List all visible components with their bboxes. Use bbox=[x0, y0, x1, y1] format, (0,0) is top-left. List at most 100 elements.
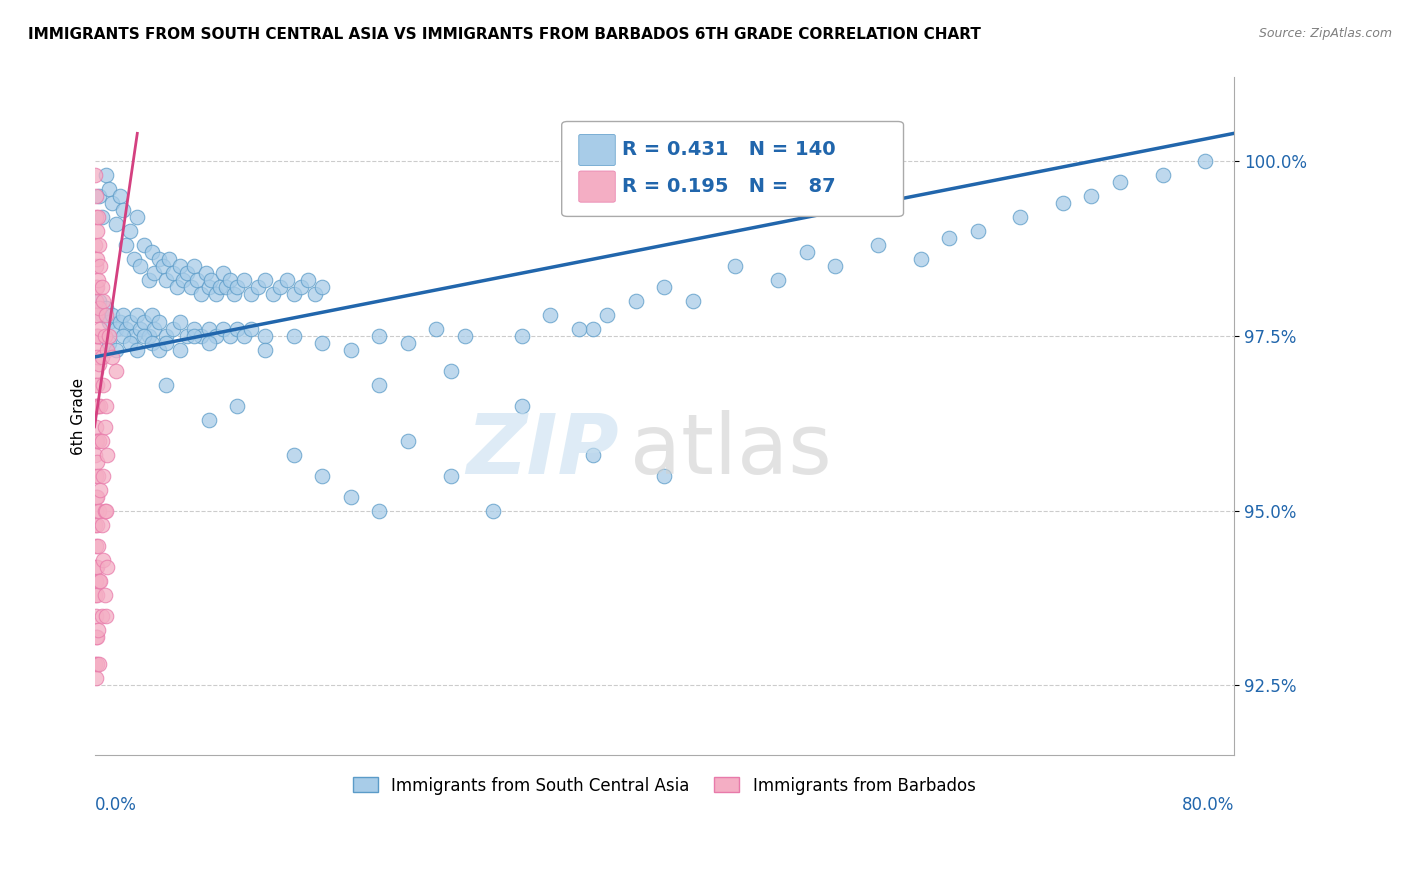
Point bbox=[115, 322, 138, 336]
Text: IMMIGRANTS FROM SOUTH CENTRAL ASIA VS IMMIGRANTS FROM BARBADOS 6TH GRADE CORRELA: IMMIGRANTS FROM SOUTH CENTRAL ASIA VS IM… bbox=[28, 27, 981, 42]
Point bbox=[84, 468, 107, 483]
Point bbox=[96, 343, 118, 357]
Point bbox=[155, 273, 177, 287]
Point bbox=[226, 322, 249, 336]
Point bbox=[84, 308, 107, 322]
Point bbox=[176, 266, 198, 280]
Point bbox=[108, 315, 131, 329]
Point bbox=[96, 448, 118, 462]
Point bbox=[124, 329, 146, 343]
Point bbox=[176, 329, 198, 343]
Point bbox=[115, 238, 138, 252]
Point bbox=[766, 273, 789, 287]
Point bbox=[276, 273, 298, 287]
Point bbox=[129, 322, 152, 336]
Point bbox=[87, 434, 110, 448]
Point bbox=[84, 399, 107, 413]
Point bbox=[93, 588, 115, 602]
FancyBboxPatch shape bbox=[579, 135, 616, 166]
Point bbox=[97, 336, 120, 351]
Point bbox=[1052, 196, 1074, 211]
Point bbox=[143, 266, 166, 280]
Point bbox=[96, 559, 118, 574]
Point bbox=[104, 364, 127, 378]
Point bbox=[233, 273, 256, 287]
Point bbox=[94, 608, 117, 623]
Point bbox=[84, 189, 107, 203]
Point bbox=[93, 504, 115, 518]
Point bbox=[97, 329, 120, 343]
Point bbox=[233, 329, 256, 343]
Point bbox=[596, 308, 619, 322]
Point bbox=[89, 574, 111, 588]
Point bbox=[396, 336, 419, 351]
Point bbox=[84, 169, 107, 183]
Point bbox=[84, 657, 107, 672]
Point bbox=[211, 322, 233, 336]
Point bbox=[652, 468, 675, 483]
Point bbox=[87, 657, 110, 672]
Point bbox=[84, 448, 107, 462]
Point bbox=[87, 468, 110, 483]
Point bbox=[84, 364, 107, 378]
Point bbox=[108, 189, 131, 203]
Point bbox=[90, 280, 112, 294]
Point bbox=[94, 504, 117, 518]
Point bbox=[86, 434, 108, 448]
Point bbox=[1152, 169, 1174, 183]
Point bbox=[91, 294, 114, 309]
Point bbox=[454, 329, 477, 343]
Point bbox=[86, 517, 108, 532]
Point bbox=[162, 322, 184, 336]
Point bbox=[134, 329, 156, 343]
Point bbox=[87, 273, 110, 287]
Point bbox=[127, 211, 149, 225]
Point bbox=[87, 211, 110, 225]
Point bbox=[311, 468, 333, 483]
Point bbox=[283, 448, 305, 462]
Point bbox=[652, 280, 675, 294]
Point bbox=[197, 413, 219, 427]
Point bbox=[240, 322, 263, 336]
Point bbox=[938, 231, 960, 245]
Point bbox=[582, 322, 605, 336]
Point bbox=[439, 364, 461, 378]
Point bbox=[866, 238, 889, 252]
Point bbox=[90, 434, 112, 448]
Text: atlas: atlas bbox=[630, 409, 832, 491]
Point bbox=[183, 259, 205, 273]
Point bbox=[510, 329, 533, 343]
Point bbox=[112, 329, 135, 343]
Point bbox=[155, 336, 177, 351]
Point bbox=[84, 420, 107, 434]
Point bbox=[84, 630, 107, 644]
Text: ZIP: ZIP bbox=[465, 409, 619, 491]
Point bbox=[200, 273, 222, 287]
Point bbox=[247, 280, 270, 294]
Point bbox=[94, 399, 117, 413]
Point bbox=[90, 517, 112, 532]
Text: R = 0.431   N = 140: R = 0.431 N = 140 bbox=[621, 140, 835, 160]
Point bbox=[87, 574, 110, 588]
Point bbox=[86, 224, 108, 238]
Point bbox=[155, 329, 177, 343]
Point bbox=[94, 308, 117, 322]
Point bbox=[180, 280, 202, 294]
Y-axis label: 6th Grade: 6th Grade bbox=[72, 378, 86, 455]
Point bbox=[169, 259, 191, 273]
Point bbox=[127, 343, 149, 357]
Point bbox=[86, 350, 108, 364]
Point bbox=[269, 280, 291, 294]
Point bbox=[86, 399, 108, 413]
Point bbox=[87, 399, 110, 413]
Point bbox=[112, 203, 135, 218]
Point bbox=[84, 211, 107, 225]
Point bbox=[1080, 189, 1102, 203]
Point bbox=[582, 448, 605, 462]
Point bbox=[124, 252, 146, 267]
Point bbox=[91, 468, 114, 483]
Text: 80.0%: 80.0% bbox=[1181, 796, 1234, 814]
Point bbox=[87, 294, 110, 309]
Point bbox=[226, 280, 249, 294]
Point bbox=[396, 434, 419, 448]
